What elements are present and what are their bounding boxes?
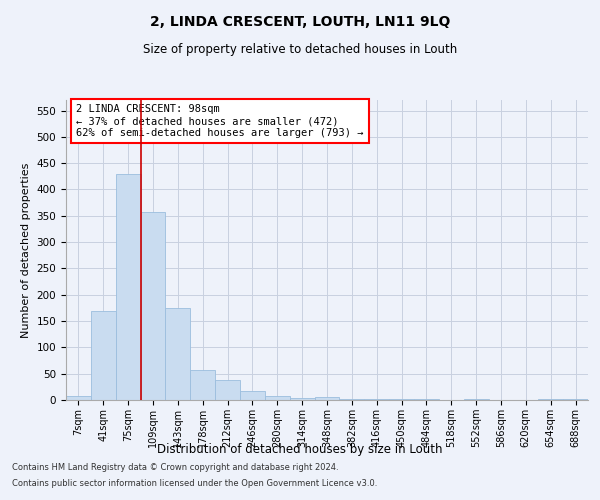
Text: Contains public sector information licensed under the Open Government Licence v3: Contains public sector information licen…	[12, 478, 377, 488]
Text: Size of property relative to detached houses in Louth: Size of property relative to detached ho…	[143, 42, 457, 56]
Bar	[116, 174, 140, 400]
Bar	[190, 370, 215, 400]
Text: Distribution of detached houses by size in Louth: Distribution of detached houses by size …	[157, 442, 443, 456]
Bar	[66, 396, 91, 400]
Text: 2 LINDA CRESCENT: 98sqm
← 37% of detached houses are smaller (472)
62% of semi-d: 2 LINDA CRESCENT: 98sqm ← 37% of detache…	[76, 104, 364, 138]
Y-axis label: Number of detached properties: Number of detached properties	[21, 162, 31, 338]
Bar	[166, 308, 190, 400]
Bar	[389, 399, 414, 400]
Bar	[290, 398, 314, 400]
Text: 2, LINDA CRESCENT, LOUTH, LN11 9LQ: 2, LINDA CRESCENT, LOUTH, LN11 9LQ	[150, 15, 450, 29]
Bar	[563, 399, 588, 400]
Text: Contains HM Land Registry data © Crown copyright and database right 2024.: Contains HM Land Registry data © Crown c…	[12, 464, 338, 472]
Bar	[215, 380, 240, 400]
Bar	[91, 310, 116, 400]
Bar	[240, 390, 265, 400]
Bar	[140, 212, 166, 400]
Bar	[265, 396, 290, 400]
Bar	[314, 398, 340, 400]
